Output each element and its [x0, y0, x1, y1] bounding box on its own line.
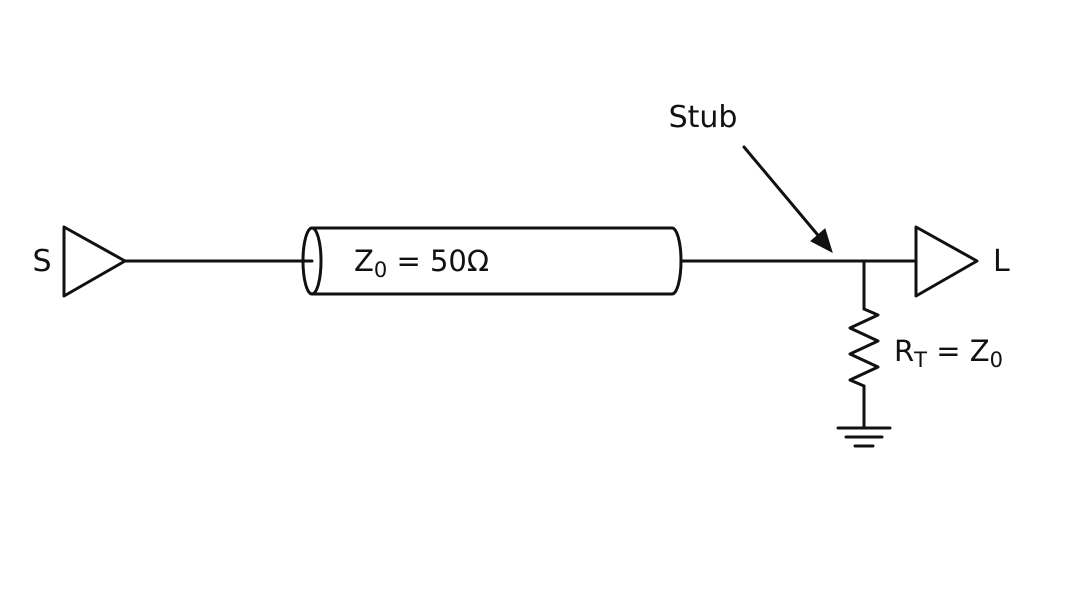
- termination-label: RT = Z0: [894, 334, 1003, 372]
- load-label: L: [993, 244, 1010, 279]
- line-impedance-label: Z0 = 50Ω: [354, 244, 489, 282]
- load-buffer-triangle: [914, 225, 979, 298]
- source-label: S: [32, 244, 51, 279]
- transmission-line: Z0 = 50Ω: [301, 226, 683, 296]
- stub-arrow-shaft: [742, 145, 824, 242]
- resistor-zigzag: [848, 307, 880, 388]
- stub-annotation: Stub: [669, 100, 833, 253]
- source-buffer-triangle: [62, 225, 127, 298]
- termination-resistor: RT = Z0: [848, 259, 1003, 430]
- transmission-line-end-cap: [301, 226, 323, 296]
- source-driver: S: [32, 225, 127, 298]
- ground-icon: [836, 426, 892, 448]
- stub-arrow-head: [810, 228, 833, 253]
- stub-label: Stub: [669, 100, 738, 135]
- load-receiver: L: [914, 225, 1010, 298]
